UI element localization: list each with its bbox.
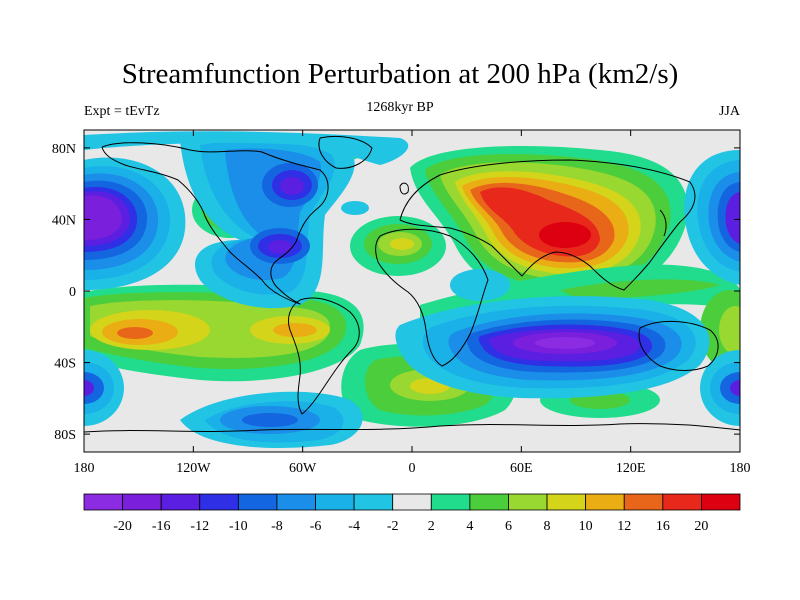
colorbar-label: 8 [544, 519, 551, 534]
sa-high-l12 [273, 323, 317, 337]
colorbar-swatch [276, 493, 316, 511]
ant-low-l8 [242, 413, 298, 427]
colorbar-label: -8 [271, 519, 283, 534]
colorbar-swatch [160, 493, 201, 511]
colorbar-label: 6 [505, 519, 512, 534]
arctic-low [84, 131, 409, 165]
colorbar-label: 12 [617, 519, 631, 534]
x-tick-label: 60W [289, 461, 317, 476]
indian-ocean-band-inner [560, 279, 720, 300]
sh-pacific-l16 [117, 327, 153, 339]
colorbar-label: 4 [466, 519, 473, 534]
colorbar-swatch [623, 493, 664, 511]
y-tick-label: 40S [54, 357, 76, 372]
colorbar-swatch [430, 493, 471, 511]
coast-south-america [287, 297, 360, 415]
contour-field [84, 131, 740, 449]
na-low-l12-south [268, 240, 292, 254]
experiment-label: Expt = tEvTz [84, 104, 160, 119]
colorbar-swatch [546, 493, 587, 511]
east-pacific-high-l8 [719, 306, 740, 354]
colorbar-label: -4 [348, 519, 360, 534]
colorbar-swatch [662, 493, 702, 511]
africa-high-l10 [390, 238, 414, 250]
y-tick-label: 80N [52, 142, 76, 157]
colorbar-label: -20 [113, 519, 132, 534]
coast-africa [375, 228, 489, 367]
x-tick-label: 180 [74, 461, 95, 476]
season-label: JJA [718, 104, 740, 119]
x-tick-label: 180 [730, 461, 751, 476]
atlantic-eq-low [450, 269, 510, 301]
coast-uk [399, 182, 409, 195]
na-low-l12-north [280, 177, 304, 195]
colorbar-swatch [585, 493, 625, 511]
colorbar-swatch [701, 493, 741, 511]
x-axis: 180 120W 60W 0 60E 120E 180 [74, 130, 751, 476]
y-tick-label: 80S [54, 428, 76, 443]
colorbar-swatch [392, 493, 432, 511]
colorbar-label: 20 [694, 519, 708, 534]
colorbar-swatch [199, 493, 239, 511]
sw-pac-low-l12 [84, 380, 94, 396]
coast-australia [638, 320, 719, 371]
wpac-low-l12 [725, 192, 740, 244]
colorbar-swatch [469, 493, 509, 511]
colorbar-swatch [315, 493, 355, 511]
npac-low-l16 [84, 195, 122, 240]
coast-north-america [101, 142, 329, 305]
colorbar-label: -2 [387, 519, 399, 534]
colorbar-swatch [237, 493, 278, 511]
x-tick-label: 120W [176, 461, 211, 476]
plot-title: Streamfunction Perturbation at 200 hPa (… [121, 58, 679, 90]
colorbar-swatch [353, 493, 394, 511]
colorbar-label: 16 [656, 519, 670, 534]
colorbar-label: -12 [190, 519, 209, 534]
negative-anomalies [84, 131, 740, 449]
y-tick-label: 0 [69, 285, 76, 300]
x-tick-label: 120E [616, 461, 646, 476]
colorbar-label: -10 [229, 519, 248, 534]
colorbar-label: 10 [579, 519, 593, 534]
colorbar: -20 -16 -12 -10 -8 -6 -4 -2 2 4 6 8 10 12 16 20 [83, 493, 741, 534]
coast-japan [659, 209, 667, 237]
coastlines [84, 135, 740, 433]
eurasia-high-core [539, 222, 591, 248]
se-pac-low-l12 [730, 380, 740, 396]
y-tick-label: 40N [52, 213, 76, 228]
positive-anomalies [84, 138, 740, 427]
y-axis: 80N 40N 0 40S 80S [52, 142, 740, 443]
colorbar-swatch [122, 493, 162, 511]
time-label: 1268kyr BP [366, 100, 434, 115]
colorbar-swatch [508, 493, 548, 511]
sio-low-core [535, 337, 595, 349]
colorbar-label: 2 [428, 519, 435, 534]
coast-antarctica [84, 423, 740, 433]
x-tick-label: 60E [510, 461, 533, 476]
coast-eurasia [399, 159, 696, 291]
x-tick-label: 0 [409, 461, 416, 476]
colorbar-label: -16 [152, 519, 171, 534]
mediterranean-low [341, 201, 369, 215]
colorbar-swatch [83, 493, 123, 511]
coast-greenland [318, 135, 373, 169]
colorbar-label: -6 [310, 519, 322, 534]
